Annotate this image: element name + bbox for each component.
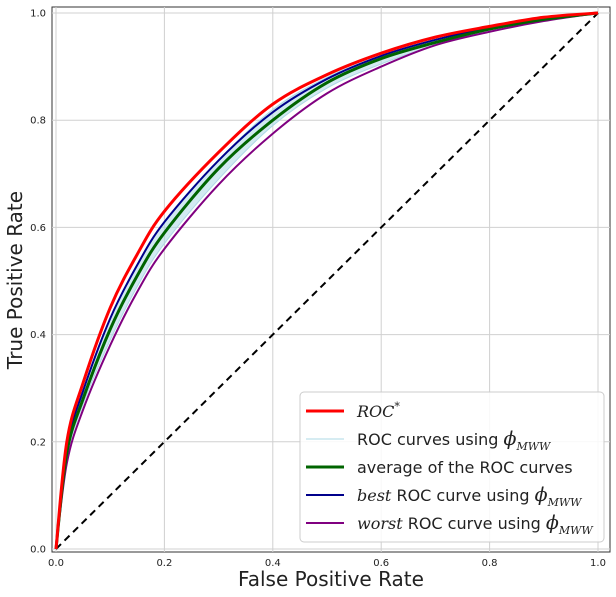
x-tick-label: 0.2 — [156, 558, 172, 569]
y-tick-label: 0.2 — [30, 437, 46, 448]
legend-label-part: average of the ROC curves — [357, 458, 573, 477]
x-tick-labels: 0.0 0.2 0.4 0.6 0.8 1.0 — [48, 558, 606, 569]
average-roc-line — [54, 11, 599, 550]
y-tick-label: 0.4 — [30, 330, 46, 341]
roc-star-line — [54, 11, 599, 550]
worst-roc-line — [55, 12, 599, 550]
y-tick-labels: 0.0 0.2 0.4 0.6 0.8 1.0 — [30, 9, 46, 556]
legend-label-part: ϕ — [504, 428, 517, 450]
legend-label-part: ROC curve using — [403, 514, 546, 533]
legend-label: worst ROC curve using ϕMWW — [357, 512, 594, 537]
legend-label-part: ROC — [356, 402, 394, 421]
y-axis-label: True Positive Rate — [3, 191, 27, 370]
legend-label-part: ROC curves using — [357, 430, 504, 449]
legend-label-part: ϕ — [535, 484, 548, 506]
legend-label: ROC curves using ϕMWW — [357, 428, 552, 453]
series-lines — [54, 11, 599, 550]
legend-label-part: ROC curve using — [391, 486, 534, 505]
legend-label-part: ϕ — [546, 512, 559, 534]
legend-label-part: MWW — [558, 524, 595, 537]
legend-label-part: best — [357, 486, 392, 505]
x-tick-label: 0.8 — [482, 558, 498, 569]
legend-label-part: MWW — [515, 440, 552, 453]
legend-label: average of the ROC curves — [357, 458, 573, 477]
x-axis-label: False Positive Rate — [238, 567, 424, 591]
y-tick-label: 0.0 — [30, 545, 46, 556]
legend-label-part: worst — [357, 514, 403, 533]
x-tick-label: 0.0 — [48, 558, 64, 569]
x-tick-label: 1.0 — [590, 558, 606, 569]
y-tick-label: 0.6 — [30, 223, 46, 234]
x-tick-label: 0.6 — [373, 558, 389, 569]
legend-label: ROC* — [356, 400, 400, 421]
legend-label: best ROC curve using ϕMWW — [357, 484, 583, 509]
x-tick-label: 0.4 — [265, 558, 281, 569]
legend-label-part: MWW — [547, 496, 584, 509]
y-tick-label: 0.8 — [30, 116, 46, 127]
legend-label-part: * — [394, 400, 400, 413]
y-tick-label: 1.0 — [30, 9, 46, 20]
legend-box — [299, 391, 605, 543]
